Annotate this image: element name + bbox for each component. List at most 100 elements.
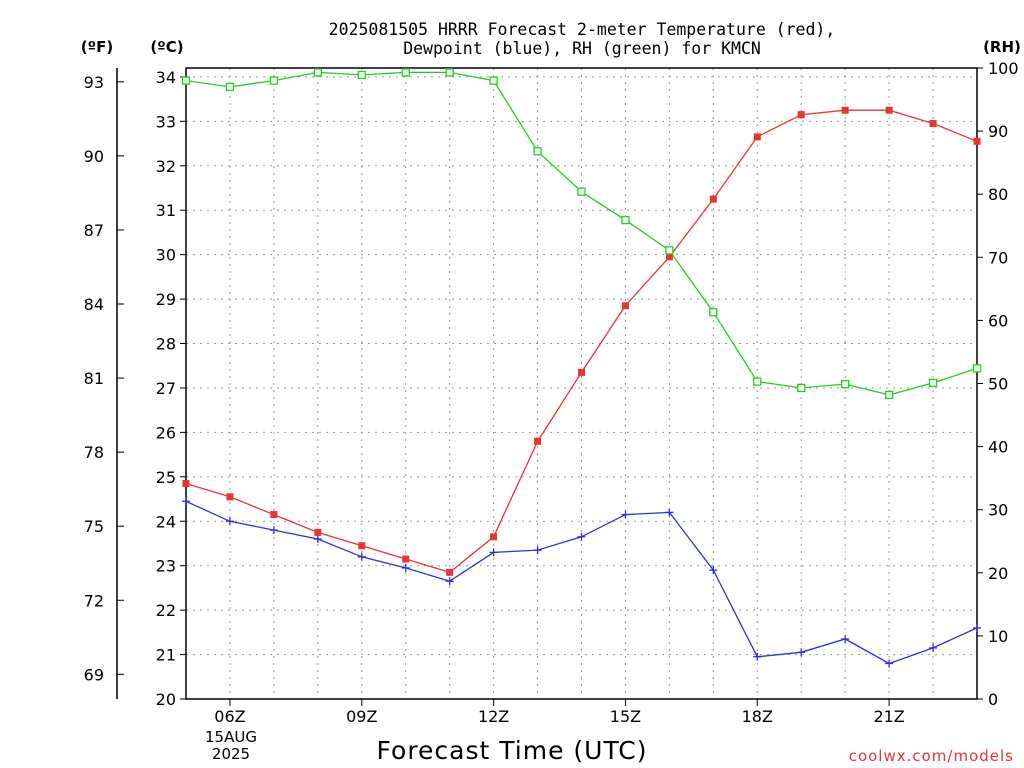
celsius-tick-label: 22 [156, 601, 176, 620]
rh-tick-label: 0 [988, 690, 998, 709]
temperature-point [709, 195, 717, 203]
temperature-point [534, 437, 542, 445]
rh-point [753, 377, 762, 386]
celsius-tick-label: 32 [156, 157, 176, 176]
date-label-month: 15AUG [205, 728, 257, 746]
fahrenheit-tick-label: 87 [84, 221, 104, 240]
dewpoint-point [709, 566, 718, 575]
dewpoint-point [929, 643, 938, 652]
temperature-point [621, 302, 629, 310]
celsius-tick-label: 23 [156, 557, 176, 576]
rh-axis-label: (RH) [983, 38, 1021, 56]
x-tick-label: 09Z [346, 707, 377, 726]
fahrenheit-tick-label: 90 [84, 147, 104, 166]
temperature-point [182, 479, 190, 487]
x-axis-title: Forecast Time (UTC) [377, 736, 648, 765]
rh-tick-label: 80 [988, 185, 1008, 204]
temperature-point [402, 555, 410, 563]
fahrenheit-tick-label: 81 [84, 369, 104, 388]
dewpoint-point [489, 548, 498, 557]
temperature-point [841, 106, 849, 114]
celsius-tick-label: 28 [156, 335, 176, 354]
celsius-tick-label: 25 [156, 468, 176, 487]
celsius-tick-label: 29 [156, 290, 176, 309]
date-label-year: 2025 [212, 745, 250, 763]
dewpoint-point [401, 563, 410, 572]
temperature-point [797, 111, 805, 119]
rh-point [313, 68, 322, 77]
dewpoint-point [269, 526, 278, 535]
rh-point [577, 187, 586, 196]
rh-point [401, 68, 410, 77]
fahrenheit-tick-label: 78 [84, 443, 104, 462]
dewpoint-point [753, 652, 762, 661]
dewpoint-point [445, 577, 454, 586]
temperature-point [490, 533, 498, 541]
rh-point [533, 147, 542, 156]
dewpoint-point [841, 635, 850, 644]
fahrenheit-tick-label: 72 [84, 591, 104, 610]
title-line-1: 2025081505 HRRR Forecast 2-meter Tempera… [329, 20, 836, 39]
rh-point [797, 383, 806, 393]
temperature-point [885, 106, 893, 114]
rh-point [841, 379, 850, 389]
dewpoint-point [885, 659, 894, 668]
rh-point [665, 246, 674, 255]
dewpoint-point [533, 546, 542, 555]
dewpoint-point [225, 517, 234, 526]
fahrenheit-tick-label: 75 [84, 517, 104, 536]
rh-point [489, 76, 498, 85]
rh-tick-label: 100 [988, 59, 1019, 78]
x-tick-label: 18Z [742, 707, 773, 726]
rh-tick-label: 60 [988, 311, 1008, 330]
rh-point [181, 76, 191, 85]
dewpoint-point [665, 508, 674, 517]
celsius-tick-label: 21 [156, 646, 176, 665]
celsius-tick-label: 26 [156, 423, 176, 442]
temperature-point [270, 511, 278, 519]
rh-point [928, 378, 938, 388]
credit-link[interactable]: coolwx.com/models [849, 747, 1014, 765]
rh-line [185, 71, 978, 396]
temperature-point [446, 568, 454, 576]
fahrenheit-tick-label: 69 [84, 665, 104, 684]
dewpoint-point [621, 510, 630, 519]
gridlines [185, 68, 978, 699]
rh-point [357, 70, 366, 80]
fahrenheit-axis-label: (ºF) [81, 38, 113, 56]
rh-point [884, 390, 894, 400]
dewpoint-line [185, 500, 978, 665]
temperature-point [314, 528, 322, 536]
celsius-tick-label: 34 [156, 68, 176, 87]
rh-point [621, 215, 630, 225]
axes-ticks: 20 21 22 23 24 25 26 27 28 29 30 31 32 33 34 69 72 75 78 81… [84, 59, 1019, 726]
celsius-tick-label: 31 [156, 201, 176, 220]
fahrenheit-tick-label: 93 [84, 73, 104, 92]
temperature-point [358, 542, 366, 550]
rh-tick-label: 20 [988, 564, 1008, 583]
celsius-tick-label: 30 [156, 246, 176, 265]
fahrenheit-tick-label: 84 [84, 295, 104, 314]
rh-point [445, 68, 454, 77]
dewpoint-point [797, 648, 806, 657]
celsius-tick-label: 33 [156, 112, 176, 131]
dewpoint-point [577, 532, 586, 541]
rh-tick-label: 90 [988, 122, 1008, 141]
temperature-point [929, 120, 937, 128]
temperature-point [578, 368, 585, 376]
celsius-tick-label: 27 [156, 379, 176, 398]
rh-point [269, 76, 279, 85]
chart-title: 2025081505 HRRR Forecast 2-meter Tempera… [329, 20, 836, 58]
temperature-point [753, 133, 761, 141]
dewpoint-point [313, 535, 322, 544]
x-tick-label: 06Z [214, 707, 245, 726]
temperature-point [973, 137, 981, 145]
title-line-2: Dewpoint (blue), RH (green) for KMCN [403, 39, 761, 58]
dewpoint-point [182, 497, 190, 506]
x-tick-label: 12Z [478, 707, 509, 726]
dewpoint-point [973, 623, 981, 632]
rh-point [225, 82, 235, 92]
celsius-tick-label: 20 [156, 690, 176, 709]
temperature-point [665, 253, 673, 261]
